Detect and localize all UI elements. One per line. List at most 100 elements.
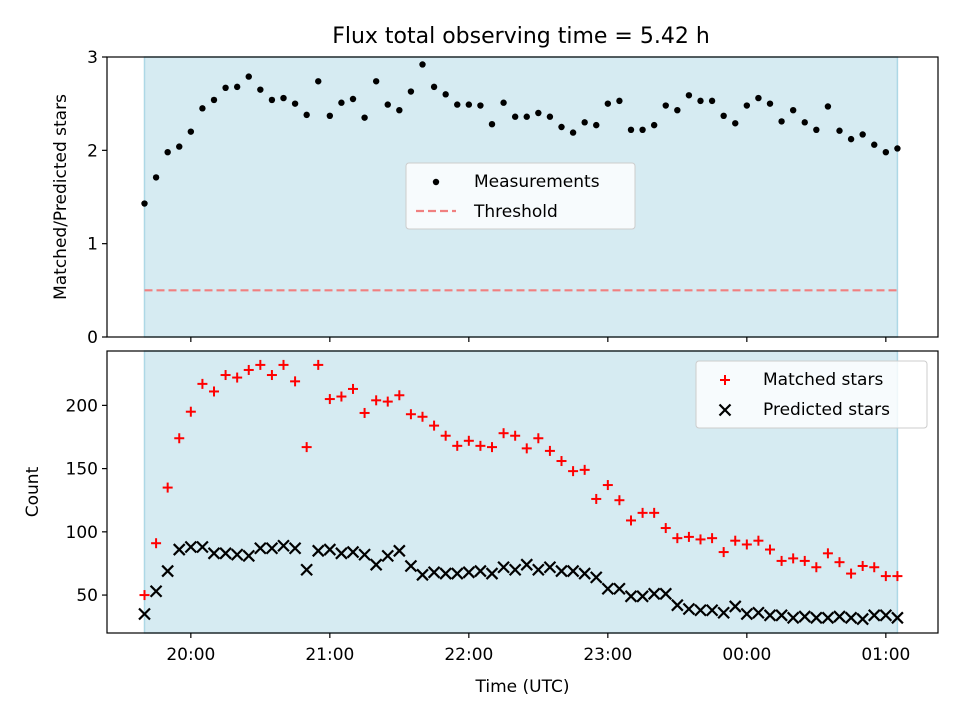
matched-stars-point [730,535,741,546]
measurement-point [222,84,229,92]
measurement-point [546,113,554,120]
predicted-stars-point [219,547,232,560]
measurement-point [257,86,264,93]
bottom-y-ticks: 50 100 150 200 [66,396,107,606]
predicted-stars-point [230,548,244,561]
top-y-tick-label: 1 [87,235,98,255]
matched-stars-point [765,544,775,555]
bottom-panel: 50 100 150 200 20:00 21:00 22:00 23:00 00:00 01:… [23,350,939,697]
matched-stars-point [846,568,857,579]
matched-stars-point [382,396,393,407]
matched-stars-point [857,560,868,571]
top-y-tick-label: 0 [87,328,98,348]
measurement-point [662,102,669,109]
measurement-point [894,145,901,152]
measurement-point [210,96,218,104]
measurement-point [627,126,635,133]
matched-stars-point [660,523,671,534]
measurement-point [523,113,530,120]
count-points [138,359,904,626]
x-tick-label: 21:00 [305,645,354,665]
measurement-point [743,102,751,109]
matched-stars-point [197,378,208,389]
measurement-point [454,101,461,108]
predicted-stars-point [288,541,302,555]
predicted-stars-point [520,558,534,571]
predicted-stars-point [358,548,371,561]
measurement-point [604,100,612,107]
measurement-point [674,107,681,114]
measurement-point [824,103,832,110]
predicted-stars-point [300,563,313,577]
measurement-point [789,107,797,114]
predicted-stars-point [184,540,198,554]
predicted-stars-point [682,602,696,616]
measurement-point [697,97,704,105]
matched-stars-point [487,442,497,453]
matched-stars-point [255,359,266,370]
top-axes-frame [106,56,939,338]
matched-stars-point [683,531,694,542]
measurement-point [280,94,287,102]
matched-stars-point [707,533,718,544]
matched-stars-point [162,482,173,493]
bottom-y-tick-label: 200 [66,396,98,416]
measurement-point [384,101,391,108]
bottom-y-tick-label: 100 [66,523,98,543]
x-tick-label: 00:00 [722,645,771,665]
predicted-stars-point [717,606,730,620]
predicted-stars-point [740,607,754,621]
measurement-point [685,92,693,99]
top-legend: Measurements Threshold [405,162,636,230]
predicted-stars-point [532,563,545,577]
matched-stars-point [232,372,243,383]
predicted-stars-point [728,600,742,613]
matched-stars-point [440,430,451,441]
predicted-stars-point [369,558,383,571]
matched-stars-point [626,515,636,526]
measurement-point [419,61,426,68]
predicted-stars-point [659,587,673,601]
predicted-stars-point [138,607,151,621]
predicted-stars-point [346,545,360,559]
predicted-stars-point [752,606,765,620]
measurement-point [430,83,438,91]
bottom-x-ticks: 20:00 21:00 22:00 23:00 00:00 01:00 [166,633,910,665]
measurement-point [268,96,276,104]
matched-stars-point [174,433,185,444]
matched-stars-point [602,480,613,491]
matched-stars-point [498,428,509,439]
predicted-stars-point [393,544,406,558]
predicted-stars-point [636,590,649,603]
measurement-point [859,131,866,138]
predicted-stars-point [763,609,777,622]
matched-stars-point [371,395,382,406]
matched-stars-point [649,507,660,518]
measurement-point [199,105,206,112]
top-y-ticks: 0 1 2 3 [87,48,107,348]
predicted-stars-point [485,567,499,580]
predicted-stars-point [265,541,279,555]
matched-stars-point [185,406,196,417]
measurement-point [720,112,727,120]
bottom-y-tick-label: 150 [66,460,98,480]
measurement-point [176,143,183,150]
measurement-point [164,149,171,156]
legend-measurements-marker [432,178,440,186]
matched-stars-point [822,548,833,559]
legend-matched-label: Matched stars [763,370,883,390]
matched-stars-point [718,547,729,558]
x-tick-label: 01:00 [861,645,910,665]
predicted-stars-point [311,544,325,558]
predicted-stars-point [149,584,163,598]
predicted-stars-point [439,567,452,580]
predicted-stars-point [856,612,869,626]
top-y-tick-label: 3 [87,48,98,68]
measurement-point [291,100,299,107]
measurement-point [847,135,855,143]
x-tick-label: 20:00 [166,645,215,665]
legend-predicted-marker [718,403,732,417]
predicted-stars-point [821,611,835,625]
matched-stars-point [266,370,277,381]
predicted-stars-point [589,571,603,584]
